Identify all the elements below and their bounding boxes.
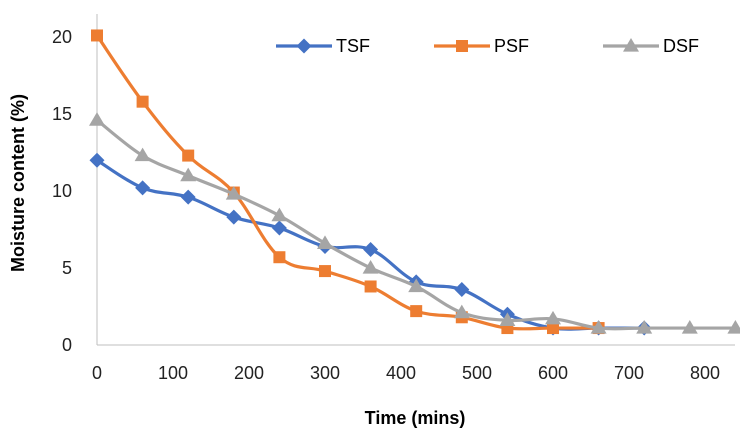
data-point-dsf xyxy=(499,312,516,326)
data-point-dsf xyxy=(590,320,607,334)
y-tick-label: 10 xyxy=(52,181,72,201)
y-tick-label: 0 xyxy=(62,335,72,355)
data-point-psf xyxy=(91,29,103,42)
series-line-psf xyxy=(95,34,599,331)
data-point-dsf xyxy=(727,320,740,334)
data-point-dsf xyxy=(408,278,425,293)
x-tick-label: 400 xyxy=(386,363,416,383)
y-axis-title: Moisture content (%) xyxy=(8,94,28,272)
data-point-psf xyxy=(136,95,149,108)
y-tick-label: 15 xyxy=(52,104,72,124)
series-tsf xyxy=(89,152,652,336)
data-point-dsf xyxy=(271,207,288,222)
data-point-dsf xyxy=(317,235,333,249)
data-point-dsf xyxy=(134,147,151,162)
legend-label: TSF xyxy=(336,36,370,56)
data-point-dsf xyxy=(636,320,653,334)
data-point-psf xyxy=(319,265,331,278)
x-tick-label: 0 xyxy=(92,363,102,383)
data-point-tsf xyxy=(363,242,379,258)
x-tick-label: 600 xyxy=(538,363,568,383)
axes: 0 100 200 300 400 500 600 700 800 0 5 10 15 20 xyxy=(52,14,735,383)
data-point-psf xyxy=(410,305,423,318)
legend-item-psf: PSF xyxy=(434,36,529,56)
data-point-tsf xyxy=(135,180,151,196)
data-point-dsf xyxy=(545,310,561,325)
legend-swatch-marker xyxy=(296,38,312,54)
data-point-tsf xyxy=(271,220,287,236)
x-tick-label: 700 xyxy=(614,363,644,383)
data-point-dsf xyxy=(362,260,379,274)
data-point-psf xyxy=(182,149,195,162)
y-tick-label: 20 xyxy=(52,27,72,47)
data-point-tsf xyxy=(89,152,105,168)
data-point-dsf xyxy=(89,112,105,126)
legend-item-tsf: TSF xyxy=(276,36,370,56)
data-point-psf xyxy=(273,251,286,264)
data-point-dsf xyxy=(225,186,242,200)
data-point-tsf xyxy=(226,209,242,225)
data-point-dsf xyxy=(681,320,698,334)
data-point-psf xyxy=(547,322,559,335)
y-tick-label: 5 xyxy=(62,258,72,278)
x-tick-label: 800 xyxy=(690,363,720,383)
legend-swatch-marker xyxy=(623,38,639,52)
data-point-psf xyxy=(364,280,377,293)
data-point-dsf xyxy=(453,304,470,319)
data-point-dsf xyxy=(180,167,197,182)
legend-swatch-marker xyxy=(456,40,468,52)
x-tick-label: 300 xyxy=(310,363,340,383)
x-tick-label: 100 xyxy=(158,363,188,383)
series-layer xyxy=(89,29,740,336)
legend-label: DSF xyxy=(663,36,699,56)
series-psf xyxy=(91,29,605,335)
x-tick-label: 500 xyxy=(462,363,492,383)
series-dsf xyxy=(89,112,740,334)
x-axis-title: Time (mins) xyxy=(365,408,466,428)
legend-item-dsf: DSF xyxy=(603,36,699,56)
data-point-tsf xyxy=(454,282,470,298)
data-point-tsf xyxy=(180,189,196,205)
legend: TSF PSF DSF xyxy=(276,36,699,56)
legend-label: PSF xyxy=(494,36,529,56)
x-tick-label: 200 xyxy=(234,363,264,383)
